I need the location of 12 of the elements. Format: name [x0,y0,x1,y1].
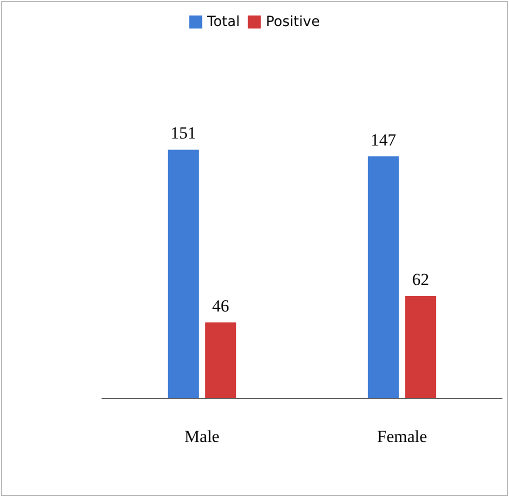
bar [405,296,436,398]
bar [205,322,236,398]
data-label: 46 [212,296,230,316]
legend-label: Total [206,14,240,30]
x-tick-label: Male [184,427,220,446]
data-label: 151 [170,124,196,143]
legend-label: Positive [266,14,320,30]
data-label: 147 [370,130,397,150]
x-tick-label: Female [376,427,428,446]
data-label: 62 [412,270,430,290]
bar [168,150,199,398]
bar [368,156,399,398]
